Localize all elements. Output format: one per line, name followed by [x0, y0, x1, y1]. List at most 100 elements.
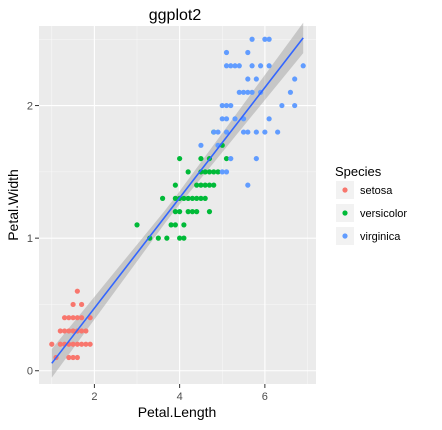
data-point-setosa	[79, 341, 85, 347]
data-point-versicolor	[189, 209, 196, 215]
legend-key-dot-versicolor	[342, 210, 348, 216]
data-point-versicolor	[164, 235, 170, 241]
data-point-versicolor	[198, 182, 204, 188]
data-point-versicolor	[159, 195, 166, 201]
data-point-setosa	[79, 301, 85, 308]
data-point-setosa	[66, 315, 72, 321]
data-point-setosa	[66, 354, 72, 361]
legend: Species setosa versicolor virginica	[335, 164, 407, 245]
data-point-virginica	[300, 63, 306, 69]
data-point-virginica	[236, 89, 242, 95]
data-point-versicolor	[189, 195, 196, 201]
data-point-virginica	[219, 116, 225, 122]
data-point-virginica	[228, 63, 234, 69]
data-point-virginica	[258, 63, 264, 69]
data-point-virginica	[240, 129, 247, 135]
data-point-setosa	[70, 354, 76, 361]
data-point-setosa	[70, 341, 76, 347]
data-point-setosa	[49, 341, 55, 347]
data-point-versicolor	[172, 195, 178, 201]
data-point-versicolor	[185, 169, 191, 175]
plot-panel	[39, 26, 316, 384]
data-point-versicolor	[168, 222, 174, 228]
data-points	[49, 36, 306, 361]
data-point-virginica	[253, 155, 259, 162]
data-point-virginica	[245, 182, 251, 188]
trend-line	[51, 37, 304, 364]
data-point-setosa	[70, 328, 76, 334]
legend-title: Species	[335, 164, 382, 179]
data-point-setosa	[74, 341, 80, 347]
data-point-versicolor	[185, 209, 191, 215]
data-point-virginica	[223, 49, 230, 56]
data-point-setosa	[66, 328, 72, 334]
data-point-versicolor	[211, 169, 217, 175]
data-point-versicolor	[215, 169, 221, 175]
data-point-versicolor	[177, 155, 183, 162]
data-point-virginica	[253, 129, 259, 135]
data-point-versicolor	[172, 222, 178, 228]
x-axis-label: Petal.Length	[138, 404, 217, 420]
y-tick-label: 0	[27, 366, 33, 378]
data-point-setosa	[57, 341, 63, 347]
data-point-setosa	[74, 315, 80, 321]
data-point-versicolor	[194, 182, 200, 188]
data-point-versicolor	[202, 182, 208, 188]
data-point-versicolor	[185, 195, 191, 201]
data-point-virginica	[232, 116, 238, 122]
data-point-versicolor	[206, 169, 213, 175]
y-tick-label: 2	[27, 101, 33, 113]
data-point-versicolor	[177, 235, 183, 241]
x-tick-label: 2	[91, 391, 97, 403]
data-point-virginica	[245, 49, 251, 56]
data-point-virginica	[266, 63, 272, 69]
data-point-virginica	[219, 102, 225, 109]
data-point-versicolor	[177, 209, 183, 215]
data-point-virginica	[287, 89, 294, 95]
data-point-versicolor	[181, 235, 187, 241]
data-point-virginica	[215, 129, 221, 135]
data-point-setosa	[70, 315, 76, 321]
data-point-versicolor	[155, 235, 161, 241]
y-tick-label: 1	[27, 233, 33, 245]
x-tick-label: 6	[262, 391, 268, 403]
data-point-virginica	[198, 142, 204, 148]
data-point-virginica	[249, 36, 255, 42]
data-point-versicolor	[194, 209, 200, 215]
data-point-setosa	[61, 315, 68, 321]
data-point-virginica	[240, 89, 247, 95]
chart-title: ggplot2	[149, 7, 202, 24]
data-point-setosa	[70, 301, 76, 308]
data-point-virginica	[266, 36, 272, 42]
data-point-versicolor	[172, 209, 178, 215]
data-point-versicolor	[181, 195, 187, 201]
data-point-setosa	[74, 354, 80, 361]
data-point-virginica	[211, 129, 217, 135]
data-point-versicolor	[198, 195, 204, 201]
axis-ticks: 2 4 6 0 1 2	[27, 101, 268, 403]
data-point-virginica	[245, 129, 251, 135]
legend-label-setosa: setosa	[360, 185, 393, 197]
data-point-virginica	[292, 102, 298, 109]
trend-line-layer	[51, 37, 304, 364]
data-point-virginica	[223, 169, 230, 175]
data-point-setosa	[79, 328, 85, 334]
data-point-virginica	[219, 169, 225, 175]
data-point-versicolor	[223, 155, 230, 162]
data-point-versicolor	[202, 169, 208, 175]
data-point-virginica	[228, 155, 234, 162]
data-point-setosa	[83, 328, 89, 334]
data-point-virginica	[292, 76, 298, 82]
data-point-virginica	[236, 63, 242, 69]
data-point-virginica	[223, 102, 230, 109]
y-axis-label: Petal.Width	[5, 169, 21, 241]
x-tick-label: 4	[177, 391, 183, 403]
legend-key-dot-setosa	[342, 187, 348, 193]
data-point-setosa	[87, 341, 93, 347]
data-point-virginica	[223, 129, 230, 135]
data-point-setosa	[74, 288, 80, 294]
data-point-virginica	[253, 76, 259, 82]
data-point-setosa	[79, 315, 85, 321]
data-point-setosa	[61, 328, 68, 334]
